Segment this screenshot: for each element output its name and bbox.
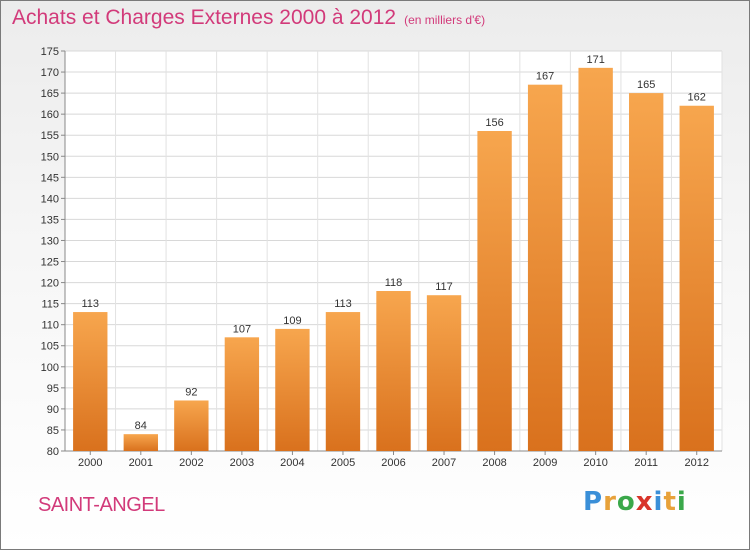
logo-letter: i [653,487,664,517]
bar-2006 [376,291,411,451]
x-tick-label: 2003 [230,457,254,469]
data-label-2007: 117 [435,281,453,293]
y-tick-label: 155 [41,130,59,142]
y-tick-label: 145 [41,172,59,184]
x-tick-label: 2000 [78,457,102,469]
data-label-2008: 156 [485,117,503,129]
y-tick-label: 140 [41,193,59,205]
commune-name: SAINT-ANGEL [38,494,165,516]
chart-title-text: Achats et Charges Externes 2000 à 2012 [12,6,397,29]
y-tick-label: 95 [47,383,59,395]
bar-2005 [325,312,361,451]
data-label-2000: 113 [81,298,99,310]
x-tick-label: 2010 [583,457,607,469]
y-tick-label: 80 [47,446,59,458]
data-label-2010: 171 [586,54,604,66]
x-tick-label: 2002 [179,457,203,469]
bar-2007 [426,295,462,451]
x-tick-label: 2004 [280,457,304,469]
logo-letter: x [635,487,654,517]
proxiti-logo[interactable]: Proxiti [583,487,687,517]
x-tick-label: 2005 [331,457,355,469]
data-label-2012: 162 [688,92,706,104]
chart-title: Achats et Charges Externes 2000 à 2012 (e… [12,6,485,30]
logo-letter: P [583,487,604,517]
logo-letter: o [616,487,636,517]
x-tick-label: 2008 [482,457,506,469]
data-label-2009: 167 [536,71,554,83]
axes: 80 85 90 95 100 105 110 115 120 125 130 135 140 145 15… [41,46,722,469]
y-tick-label: 125 [41,257,59,269]
y-tick-label: 135 [41,214,59,226]
chart-subtitle: (en milliers d'€) [404,13,486,27]
logo-letter: i [676,487,687,517]
data-label-2001: 84 [135,420,147,432]
data-label-2011: 165 [637,79,655,91]
y-tick-label: 110 [41,320,59,332]
bar-2010 [578,67,613,451]
data-label-2006: 118 [385,277,403,289]
x-tick-label: 2009 [533,457,557,469]
bar-2009 [527,84,563,452]
x-tick-label: 2007 [432,457,456,469]
logo-letter: r [603,487,617,517]
y-tick-label: 165 [41,88,59,100]
y-tick-label: 150 [41,151,59,163]
bar-2000 [73,312,108,451]
bars [73,67,714,452]
bar-2004 [275,328,310,451]
x-tick-label: 2012 [684,457,708,469]
x-tick-label: 2011 [634,457,658,469]
y-tick-label: 90 [47,404,59,416]
data-label-2003: 107 [233,323,251,335]
y-tick-label: 170 [41,67,59,79]
y-tick-label: 115 [41,299,59,311]
bar-2008 [477,131,512,451]
bar-2001 [123,434,158,451]
y-tick-label: 160 [41,109,59,121]
y-tick-label: 105 [41,341,59,353]
data-label-2005: 113 [334,298,352,310]
x-tick-label: 2001 [129,457,153,469]
bar-2012 [679,105,714,451]
bar-2003 [224,337,260,451]
labels: 113 84 92 107 109 113 118 117 156 167 171 165 162 [81,54,705,432]
y-tick-label: 100 [41,362,59,374]
logo-letter: t [663,487,677,517]
data-label-2004: 109 [283,315,301,327]
x-tick-label: 2006 [381,457,405,469]
bar-2011 [629,93,664,452]
y-tick-label: 175 [41,46,59,58]
y-tick-label: 85 [47,425,59,437]
y-tick-label: 120 [41,278,59,290]
data-label-2002: 92 [185,386,197,398]
bar-2002 [174,400,209,451]
y-tick-label: 130 [41,235,59,247]
